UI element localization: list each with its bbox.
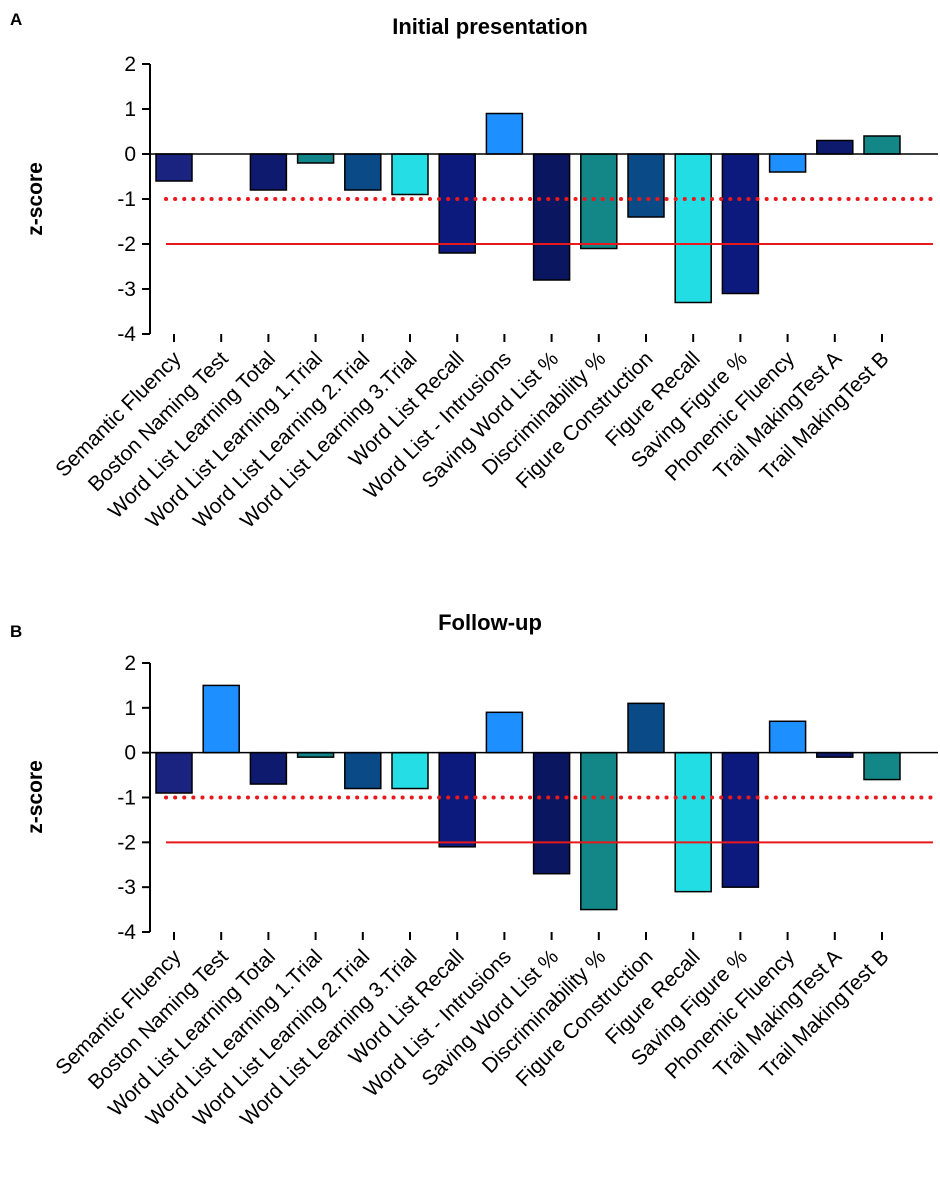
charta-ytick-label: -4 [117,323,136,346]
charta-bar [580,153,618,250]
chartb-bar [438,751,476,848]
charta-bar [155,153,193,182]
charta-bar [674,153,712,304]
charta-ylabel: z-score [24,162,47,236]
chart-title-a: Initial presentation [392,14,588,39]
charta-bar [344,153,382,191]
chartb-ytick-label: 1 [124,697,136,720]
chartb-bar [863,751,901,781]
chartb-bar [155,751,193,794]
charta-bar [863,135,901,155]
chartb-ytick-label: -3 [117,876,136,899]
chartb-ytick-label: -1 [117,787,136,810]
chartb-ytick-label: -4 [117,921,136,944]
chartb-bar [391,751,429,790]
charta-bar [391,153,429,196]
chartb-bar [202,684,240,754]
charta-bar [438,153,476,254]
charta-ytick-label: -2 [117,233,136,256]
chartb-bar [485,711,524,754]
charta-bar [532,153,571,281]
chartb-ylabel: z-score [24,760,47,834]
charta-bar [721,153,760,295]
chartb-bar [627,702,665,754]
chartb-bar [249,751,288,785]
charta-bar [296,153,335,164]
chart-title-b: Follow-up [438,610,542,635]
chartb-ytick-label: 0 [124,742,136,765]
charta-bar [627,153,665,218]
charta-bar [768,153,807,173]
panel-label-a: A [10,10,23,29]
chartb-bar [532,751,571,875]
chartb-ytick-label: 2 [124,652,136,675]
charta-ytick-label: -3 [117,278,136,301]
charta-ytick-label: 2 [124,53,136,76]
charta-bar [816,139,854,155]
chartb-ytick-label: -2 [117,831,136,854]
chartb-bar [580,751,618,911]
chartb-bar [768,720,807,754]
charta-bar [485,112,524,155]
charta-ytick-label: 0 [124,143,136,166]
chartb-bar [721,751,760,888]
chartb-bar [674,751,712,893]
charta-ytick-label: 1 [124,98,136,121]
chartb-bar [344,751,382,790]
charta-bar [249,153,288,191]
charta-ytick-label: -1 [117,188,136,211]
panel-label-b: B [10,622,23,641]
